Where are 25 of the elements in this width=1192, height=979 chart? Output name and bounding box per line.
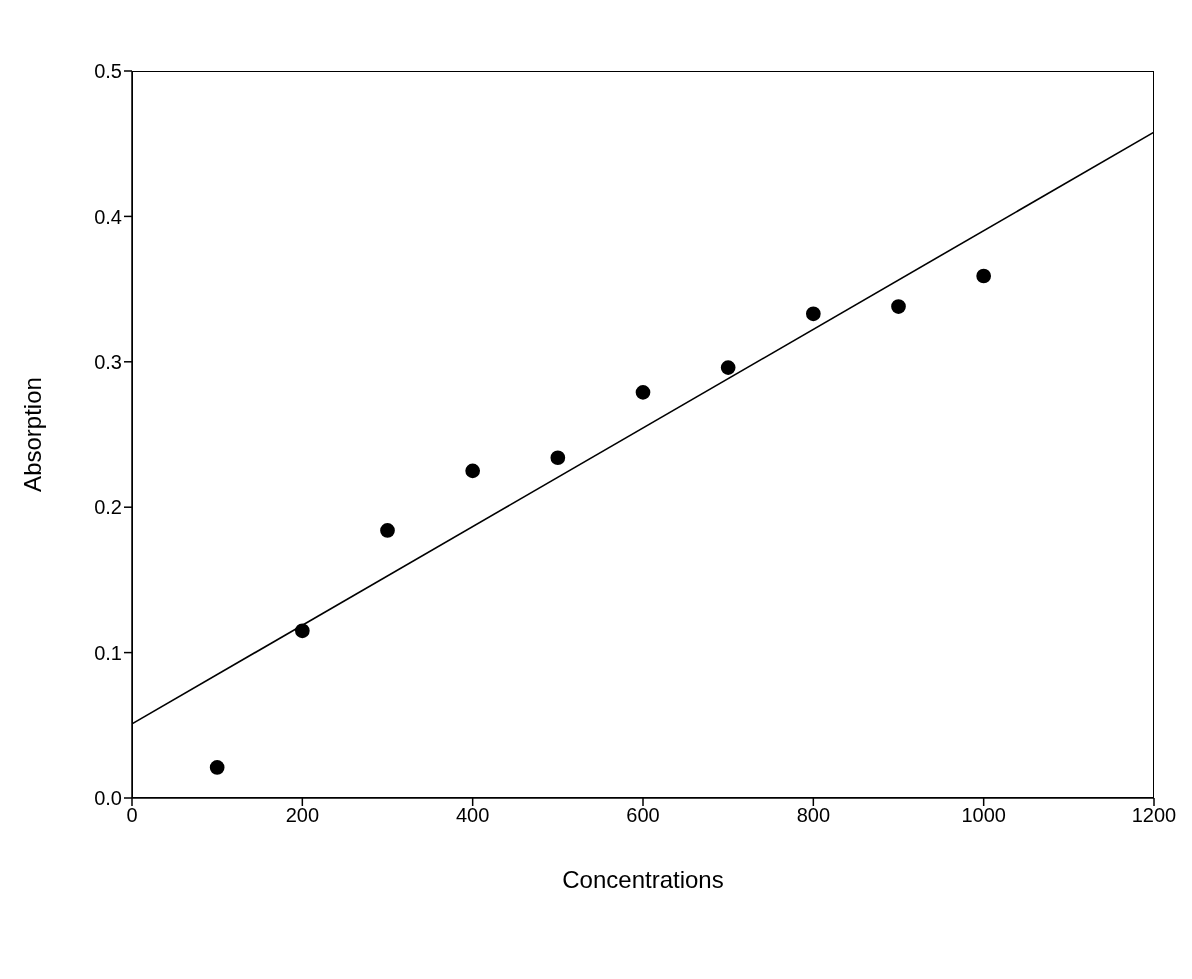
x-tick-label: 800 [796,804,831,827]
y-tick-label: 0.2 [94,496,122,519]
x-tick-label: 1000 [961,804,1006,827]
point [720,360,736,375]
point [465,463,481,479]
point [635,384,651,400]
x-tick-label: 0 [126,804,138,827]
point [550,450,566,466]
y-tick-label: 0.1 [94,641,122,664]
x-tick-label: 600 [626,804,660,827]
x-tick-label: 1200 [1131,804,1177,827]
y-tick-label: 0.3 [94,350,122,373]
x-tick-label: 200 [285,804,320,827]
y-axis-title: Absorption [18,377,46,492]
y-tick-label: 0.0 [94,787,122,810]
x-tick-label: 400 [455,804,490,827]
point [805,306,821,322]
point [209,760,225,775]
point [976,268,992,284]
point [294,623,310,639]
point [891,299,906,314]
y-tick-label: 0.5 [94,60,122,83]
point [380,523,395,538]
y-tick-label: 0.4 [94,205,122,228]
x-axis-title: Concentrations [562,866,724,893]
